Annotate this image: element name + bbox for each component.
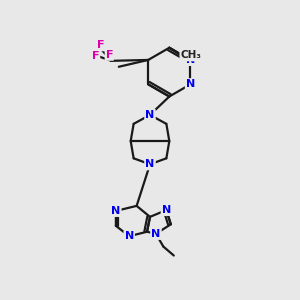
Text: N: N: [124, 231, 134, 241]
Text: N: N: [162, 205, 171, 215]
Text: N: N: [146, 110, 154, 120]
Text: CH₃: CH₃: [181, 50, 202, 61]
Text: F: F: [92, 51, 99, 62]
Text: N: N: [162, 205, 171, 215]
Text: N: N: [111, 206, 120, 216]
Text: N: N: [151, 229, 160, 239]
Text: F: F: [97, 40, 105, 50]
Text: N: N: [151, 229, 160, 239]
Text: N: N: [186, 79, 195, 89]
Text: F: F: [106, 50, 113, 60]
Text: N: N: [111, 206, 120, 216]
Text: N: N: [186, 55, 195, 65]
Text: N: N: [146, 159, 154, 169]
Text: N: N: [124, 231, 134, 241]
Text: N: N: [186, 55, 195, 65]
Text: N: N: [146, 159, 154, 169]
Text: N: N: [146, 110, 154, 120]
Text: CH₃: CH₃: [181, 50, 202, 61]
Text: N: N: [186, 79, 195, 89]
